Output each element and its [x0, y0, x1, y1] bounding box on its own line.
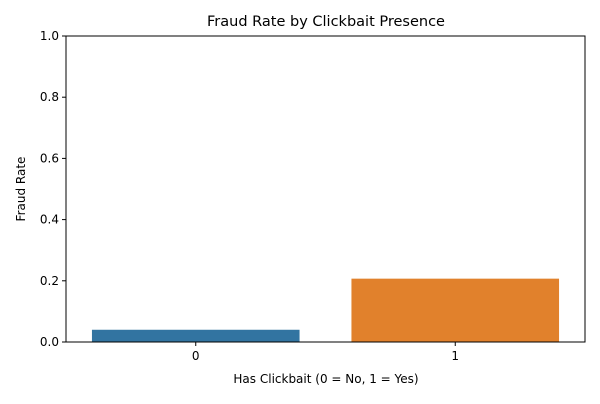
x-tick-label: 0 [192, 349, 200, 363]
x-tick-label: 1 [451, 349, 459, 363]
x-axis-label: Has Clickbait (0 = No, 1 = Yes) [233, 372, 418, 386]
y-tick-label: 0.2 [40, 274, 59, 288]
y-tick-label: 0.4 [40, 213, 59, 227]
y-axis-ticks: 0.0 0.2 0.4 0.6 0.8 1.0 [40, 29, 66, 349]
bar-0 [91, 329, 300, 342]
y-axis-label: Fraud Rate [14, 157, 28, 222]
plot-frame [65, 35, 586, 343]
y-tick-label: 0.8 [40, 90, 59, 104]
bar-1 [351, 278, 560, 342]
chart-title: Fraud Rate by Clickbait Presence [207, 14, 445, 30]
y-tick-label: 0.6 [40, 151, 59, 165]
y-tick-label: 1.0 [40, 29, 59, 43]
y-tick-label: 0.0 [40, 335, 59, 349]
bars [91, 278, 560, 342]
